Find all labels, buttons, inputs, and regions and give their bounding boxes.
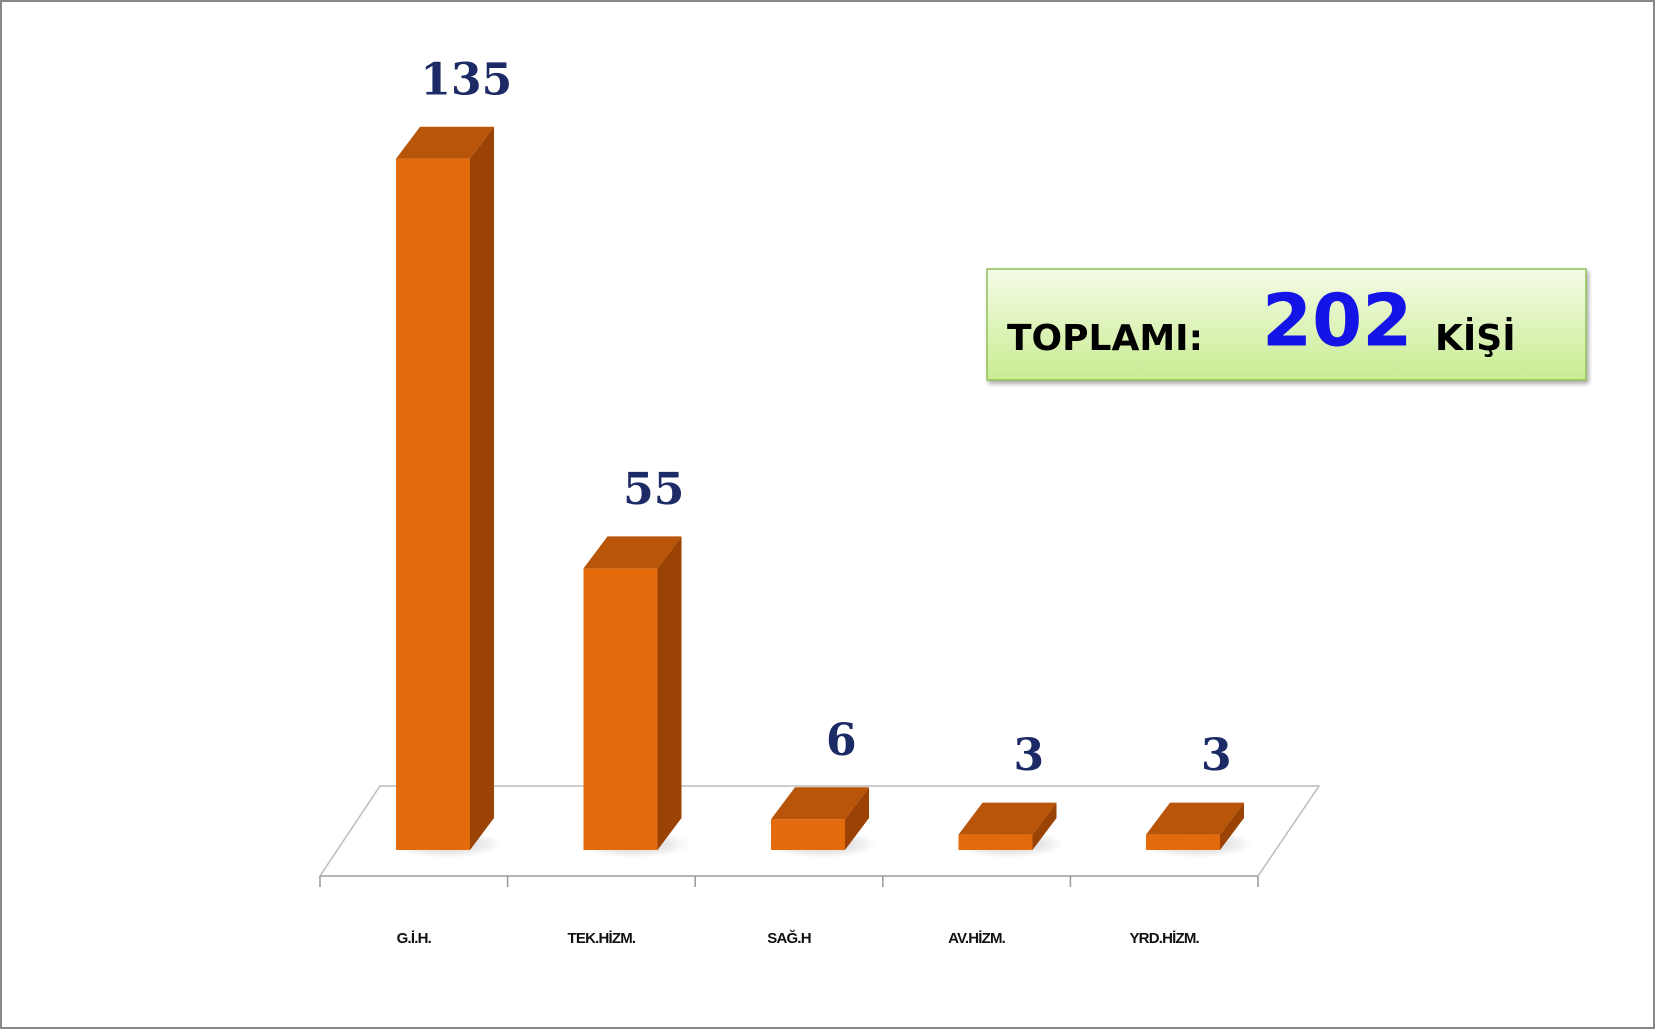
bar-side: [1220, 802, 1244, 850]
value-label: 3: [1201, 730, 1232, 781]
bar-side: [1032, 802, 1057, 850]
total-label: TOPLAMI:: [1007, 318, 1203, 359]
bar: [771, 787, 869, 850]
total-box: TOPLAMI: 202 KİŞİ: [986, 268, 1587, 381]
bar-front: [1146, 834, 1220, 850]
bar-top: [396, 126, 494, 159]
x-tick-label: G.İ.H.: [397, 930, 432, 947]
total-box-bg: [986, 268, 1587, 381]
value-label: 3: [1013, 730, 1044, 781]
total-value: 202: [1262, 279, 1412, 363]
bar-top: [583, 536, 682, 569]
bar: [958, 802, 1057, 850]
bar-top: [1146, 802, 1244, 835]
bar-side: [845, 787, 869, 850]
x-tick-label: TEK.HİZM.: [568, 930, 636, 947]
x-tick-label: SAĞ.H: [767, 929, 811, 947]
x-tick-label: YRD.HİZM.: [1129, 930, 1199, 947]
bar-front: [958, 834, 1033, 850]
bar: [1146, 802, 1244, 850]
bar-top: [771, 787, 869, 820]
bar-front: [396, 158, 470, 851]
bar-side: [470, 126, 494, 851]
bar: [396, 126, 494, 851]
value-label: 6: [826, 715, 857, 766]
total-unit: KİŞİ: [1435, 317, 1516, 359]
bar-front: [583, 568, 658, 850]
value-label: 55: [623, 464, 684, 515]
value-label: 135: [420, 54, 512, 105]
bar-top: [958, 802, 1057, 835]
bar: [583, 536, 682, 850]
x-tick-label: AV.HİZM.: [948, 930, 1006, 947]
bar-side: [657, 536, 682, 850]
bar-front: [771, 819, 845, 850]
